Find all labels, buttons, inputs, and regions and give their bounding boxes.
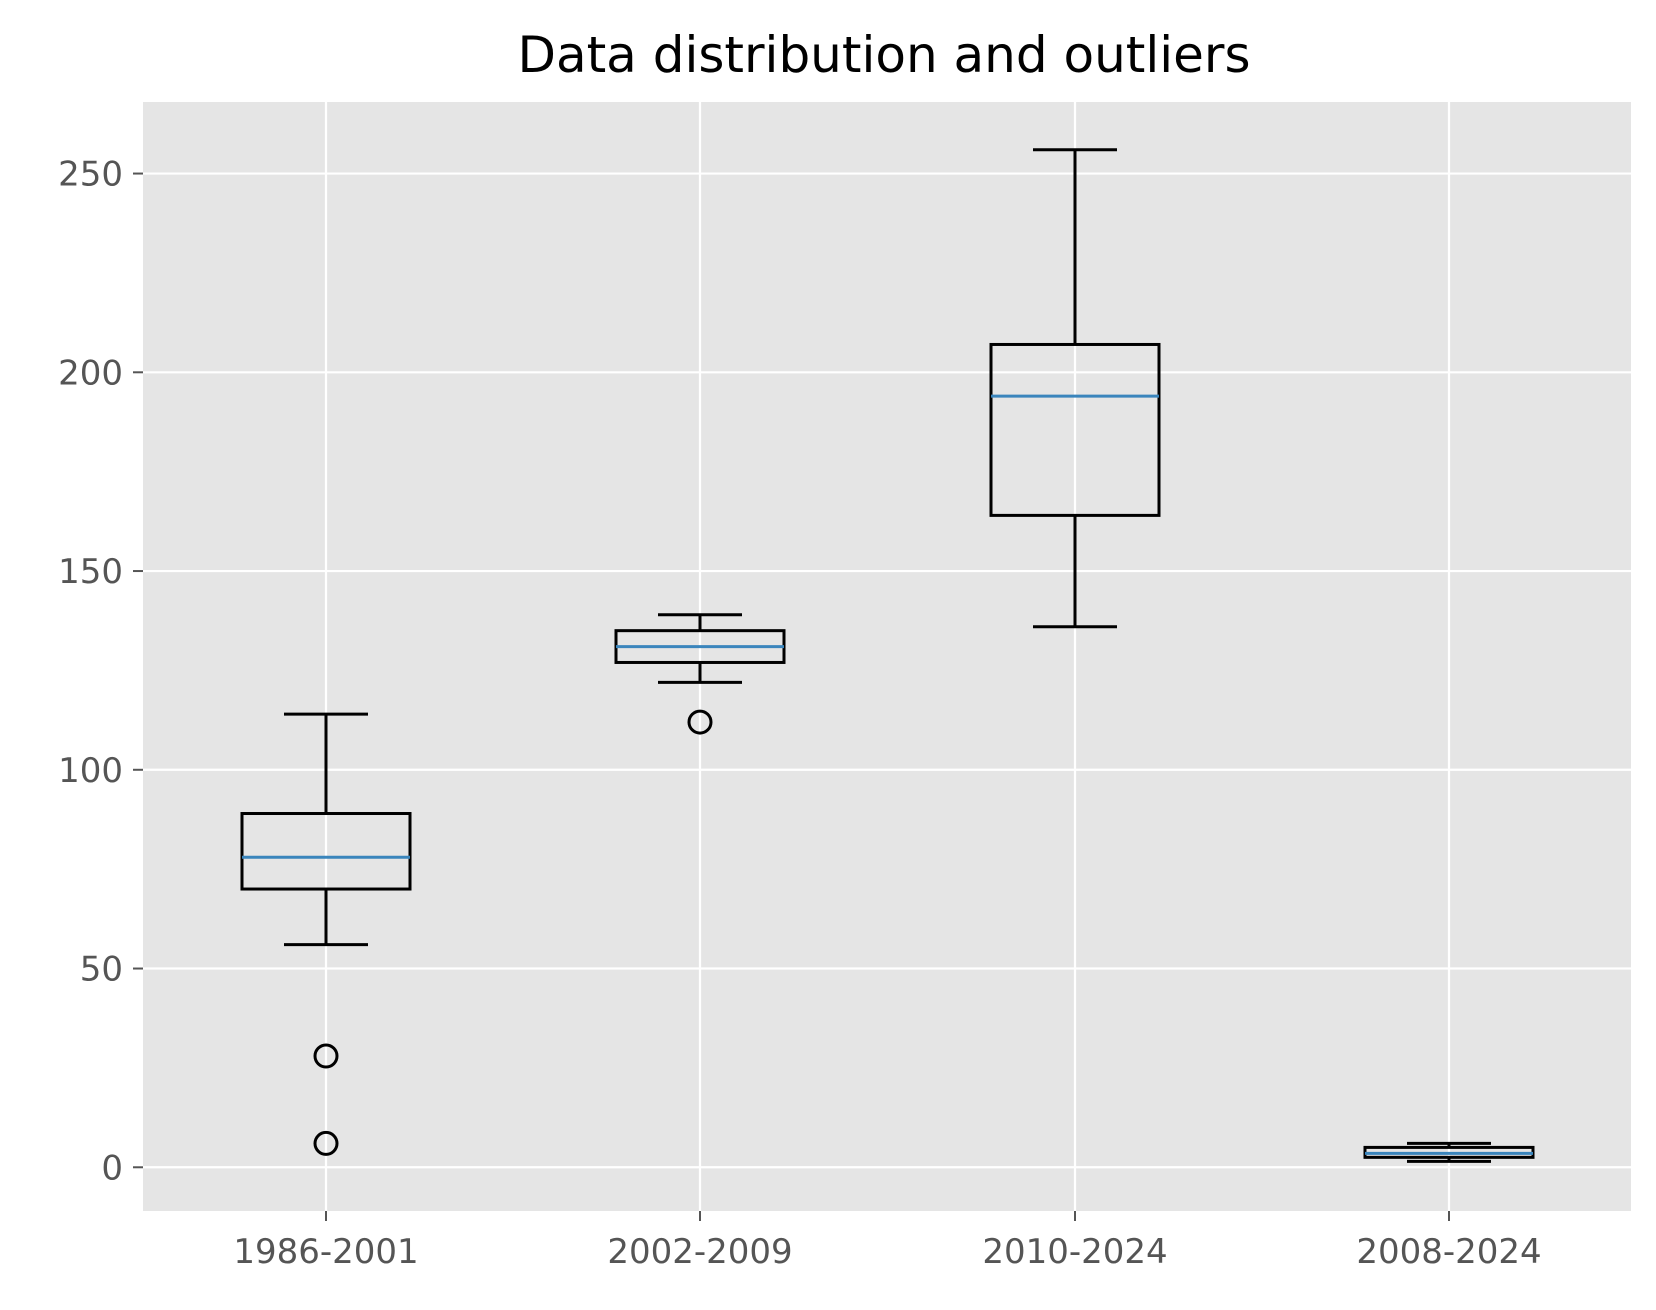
y-tick-label: 150 bbox=[58, 552, 123, 592]
box-group bbox=[1363, 1141, 1535, 1163]
x-tick-label: 2008-2024 bbox=[1356, 1232, 1541, 1272]
box-group bbox=[989, 148, 1161, 629]
box-iqr bbox=[989, 342, 1161, 517]
y-tick-label: 100 bbox=[58, 751, 123, 791]
outlier-point bbox=[687, 709, 713, 735]
outlier-point bbox=[313, 1130, 339, 1156]
x-tick-label: 2010-2024 bbox=[982, 1232, 1167, 1272]
plot-area bbox=[143, 102, 1631, 1211]
y-tick-label: 0 bbox=[101, 1148, 123, 1188]
boxes bbox=[240, 148, 1535, 1163]
box-group bbox=[614, 613, 786, 735]
x-tick-label: 2002-2009 bbox=[607, 1232, 792, 1272]
y-tick-label: 50 bbox=[80, 950, 123, 990]
axes: 0 50 100 150 200 250 1986-2001 2002-2009 2010-20… bbox=[58, 155, 1542, 1272]
x-tick-label: 1986-2001 bbox=[233, 1232, 418, 1272]
box-iqr bbox=[240, 812, 412, 891]
grid-lines bbox=[143, 102, 1631, 1211]
outlier-point bbox=[313, 1043, 339, 1069]
y-tick-label: 250 bbox=[58, 155, 123, 195]
box-group bbox=[240, 712, 412, 1156]
chart-title: Data distribution and outliers bbox=[517, 26, 1250, 84]
y-tick-label: 200 bbox=[58, 353, 123, 393]
